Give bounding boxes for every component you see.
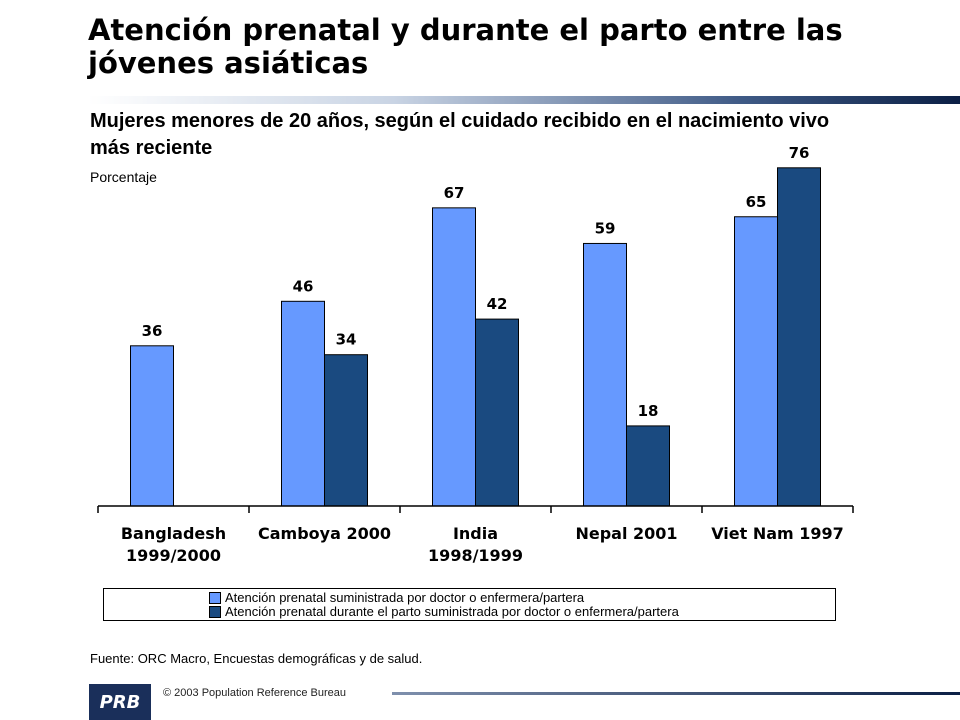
x-tick-label-india: 1998/1999 xyxy=(428,546,523,565)
x-tick-label-bangladesh: 1999/2000 xyxy=(126,546,221,565)
data-label-viet-nam-series-1: 65 xyxy=(746,193,767,211)
footer-divider xyxy=(392,692,960,695)
copyright-notice: © 2003 Population Reference Bureau xyxy=(163,687,347,699)
source-note: Fuente: ORC Macro, Encuestas demográfica… xyxy=(90,651,423,666)
data-label-india-series-1: 67 xyxy=(444,184,465,202)
chart-subtitle: Mujeres menores de 20 años, según el cui… xyxy=(90,110,830,159)
x-tick-label-bangladesh: Bangladesh xyxy=(121,524,226,543)
prb-logo: PRB xyxy=(89,684,151,720)
x-tick-label-camboya: Camboya 2000 xyxy=(258,524,391,543)
bar-india-series-1 xyxy=(432,207,476,507)
bar-nepal-series-1 xyxy=(583,242,627,507)
data-label-camboya-series-2: 34 xyxy=(336,331,357,349)
legend-swatch-prenatal xyxy=(209,592,221,604)
legend-label-prenatal: Atención prenatal suministrada por docto… xyxy=(225,590,585,605)
data-label-viet-nam-series-2: 76 xyxy=(789,144,810,162)
data-label-india-series-2: 42 xyxy=(487,295,508,313)
bar-bangladesh-series-1 xyxy=(130,345,174,507)
prb-logo-text: PRB xyxy=(100,692,141,713)
slide-title: Atención prenatal y durante el parto ent… xyxy=(88,13,843,80)
data-label-camboya-series-1: 46 xyxy=(293,277,314,295)
legend-label-delivery: Atención prenatal durante el parto sumin… xyxy=(225,604,679,619)
bar-viet-nam-series-1 xyxy=(734,216,778,507)
bar-camboya-series-2 xyxy=(324,354,368,507)
bar-india-series-2 xyxy=(475,318,519,507)
title-divider xyxy=(88,96,960,104)
legend-swatch-delivery xyxy=(209,606,221,618)
data-label-nepal-series-2: 18 xyxy=(638,402,659,420)
y-axis-unit-label: Porcentaje xyxy=(90,169,157,185)
x-tick-label-nepal: Nepal 2001 xyxy=(575,524,677,543)
x-tick-label-viet-nam: Viet Nam 1997 xyxy=(711,524,844,543)
legend-item-prenatal: Atención prenatal suministrada por docto… xyxy=(209,591,584,605)
bar-viet-nam-series-2 xyxy=(777,167,821,507)
legend-item-delivery: Atención prenatal durante el parto sumin… xyxy=(209,605,679,619)
data-label-bangladesh-series-1: 36 xyxy=(142,322,163,340)
bar-camboya-series-1 xyxy=(281,300,325,507)
data-label-nepal-series-1: 59 xyxy=(595,219,616,237)
x-tick-label-india: India xyxy=(453,524,498,543)
prb-logo-mark: PRB xyxy=(100,692,141,713)
chart-legend: Atención prenatal suministrada por docto… xyxy=(103,588,836,621)
bar-nepal-series-2 xyxy=(626,425,670,507)
